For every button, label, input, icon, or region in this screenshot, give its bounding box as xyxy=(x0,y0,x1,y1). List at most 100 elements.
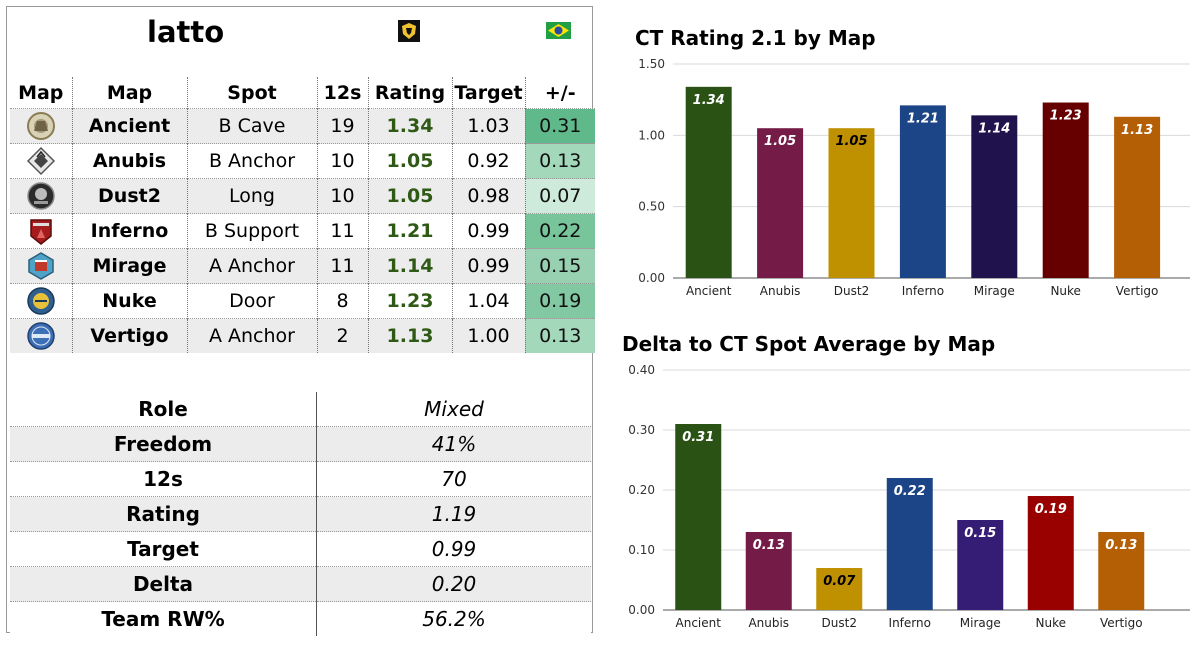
dust2-map-icon xyxy=(27,182,55,210)
data-label: 0.22 xyxy=(894,484,926,499)
map-stats-table: Map Map Spot 12s Rating Target +/- Ancie… xyxy=(10,77,595,353)
map-icon-cell xyxy=(10,178,72,214)
x-tick-label: Ancient xyxy=(686,284,732,298)
summary-value: 70 xyxy=(316,461,591,497)
team-logo-icon xyxy=(398,20,420,42)
bar-nuke xyxy=(1027,496,1074,610)
target: 1.00 xyxy=(451,318,525,353)
y-tick-label: 0.20 xyxy=(628,483,655,497)
bar-anubis xyxy=(757,128,804,278)
header-delta: +/- xyxy=(524,77,595,109)
table-row: Ancient B Cave 19 1.34 1.03 0.31 xyxy=(10,108,595,144)
y-tick-label: 0.00 xyxy=(628,603,655,617)
bar-ancient xyxy=(675,424,722,610)
x-tick-label: Mirage xyxy=(960,616,1001,630)
bar-vertigo xyxy=(1098,532,1145,610)
target: 0.98 xyxy=(451,178,525,214)
map-icon-cell xyxy=(10,143,72,179)
x-tick-label: Anubis xyxy=(760,284,801,298)
brazil-flag-icon xyxy=(546,22,571,39)
spot: Door xyxy=(186,283,317,319)
summary-value: 1.19 xyxy=(316,496,591,532)
header-rating: Rating xyxy=(367,77,452,109)
ct-rating-chart-title: CT Rating 2.1 by Map xyxy=(635,26,876,50)
summary-table: Role Mixed Freedom 41% 12s 70 Rating 1.1… xyxy=(10,392,591,636)
y-tick-label: 0.40 xyxy=(628,363,655,377)
data-label: 0.19 xyxy=(1035,502,1067,517)
map-icon-cell xyxy=(10,248,72,284)
header-map-icon: Map xyxy=(18,81,64,104)
summary-row: Team RW% 56.2% xyxy=(10,601,591,636)
data-label: 0.07 xyxy=(823,574,856,589)
header-12s: 12s xyxy=(316,77,368,109)
twelves: 11 xyxy=(316,213,368,249)
x-tick-label: Vertigo xyxy=(1100,616,1143,630)
rating: 1.05 xyxy=(367,178,452,214)
table-row: Dust2 Long 10 1.05 0.98 0.07 xyxy=(10,178,595,214)
rating: 1.23 xyxy=(367,283,452,319)
twelves: 8 xyxy=(316,283,368,319)
rating: 1.05 xyxy=(367,143,452,179)
rating: 1.13 xyxy=(367,318,452,353)
y-tick-label: 0.10 xyxy=(628,543,655,557)
table-header-row: Map Map Spot 12s Rating Target +/- xyxy=(10,77,595,109)
y-tick-label: 1.00 xyxy=(638,128,665,142)
bar-mirage xyxy=(971,115,1018,278)
data-label: 1.13 xyxy=(1121,123,1153,138)
spot: B Cave xyxy=(186,108,317,144)
summary-row: Rating 1.19 xyxy=(10,496,591,532)
data-label: 1.14 xyxy=(978,121,1010,136)
table-row: Anubis B Anchor 10 1.05 0.92 0.13 xyxy=(10,143,595,179)
table-row: Inferno B Support 11 1.21 0.99 0.22 xyxy=(10,213,595,249)
data-label: 1.21 xyxy=(907,111,939,126)
x-tick-label: Nuke xyxy=(1036,616,1067,630)
map-icon-cell xyxy=(10,213,72,249)
map-name: Inferno xyxy=(71,213,187,249)
x-tick-label: Inferno xyxy=(889,616,931,630)
twelves: 2 xyxy=(316,318,368,353)
twelves: 10 xyxy=(316,178,368,214)
map-name: Nuke xyxy=(71,283,187,319)
target: 0.99 xyxy=(451,213,525,249)
data-label: 1.34 xyxy=(693,93,725,108)
header-target: Target xyxy=(451,77,525,109)
table-row: Vertigo A Anchor 2 1.13 1.00 0.13 xyxy=(10,318,595,353)
bar-mirage xyxy=(957,520,1004,610)
delta: 0.15 xyxy=(524,248,595,284)
x-tick-label: Inferno xyxy=(902,284,944,298)
summary-row: Delta 0.20 xyxy=(10,566,591,602)
spot: A Anchor xyxy=(186,318,317,353)
x-tick-label: Vertigo xyxy=(1116,284,1159,298)
header-spot: Spot xyxy=(186,77,317,109)
y-tick-label: 0.00 xyxy=(638,271,665,285)
summary-row: Target 0.99 xyxy=(10,531,591,567)
bar-nuke xyxy=(1042,102,1089,278)
delta: 0.13 xyxy=(524,143,595,179)
bar-vertigo xyxy=(1114,116,1161,278)
y-tick-label: 0.30 xyxy=(628,423,655,437)
spot: Long xyxy=(186,178,317,214)
ct-rating-chart: 0.00 0.50 1.00 1.50 1.34 Ancient 1.05 Anubis 1.0… xyxy=(638,57,1190,298)
nuke-map-icon xyxy=(27,287,55,315)
anubis-map-icon xyxy=(26,146,55,176)
summary-row: Role Mixed xyxy=(10,392,591,427)
bar-ancient xyxy=(685,86,732,279)
bar-inferno xyxy=(886,478,933,610)
delta: 0.13 xyxy=(524,318,595,353)
rating: 1.34 xyxy=(367,108,452,144)
inferno-map-icon xyxy=(30,219,52,245)
summary-value: Mixed xyxy=(316,392,591,427)
summary-value: 56.2% xyxy=(316,601,591,636)
data-label: 1.05 xyxy=(835,134,867,149)
map-name: Mirage xyxy=(71,248,187,284)
spot: B Anchor xyxy=(186,143,317,179)
mirage-map-icon xyxy=(28,252,54,280)
summary-label: Role xyxy=(10,392,317,427)
x-tick-label: Dust2 xyxy=(834,284,869,298)
bar-dust2 xyxy=(828,128,875,278)
map-name: Dust2 xyxy=(71,178,187,214)
ancient-map-icon xyxy=(26,112,55,140)
x-tick-label: Nuke xyxy=(1050,284,1081,298)
summary-label: Team RW% xyxy=(10,601,317,636)
map-icon-cell xyxy=(10,283,72,319)
